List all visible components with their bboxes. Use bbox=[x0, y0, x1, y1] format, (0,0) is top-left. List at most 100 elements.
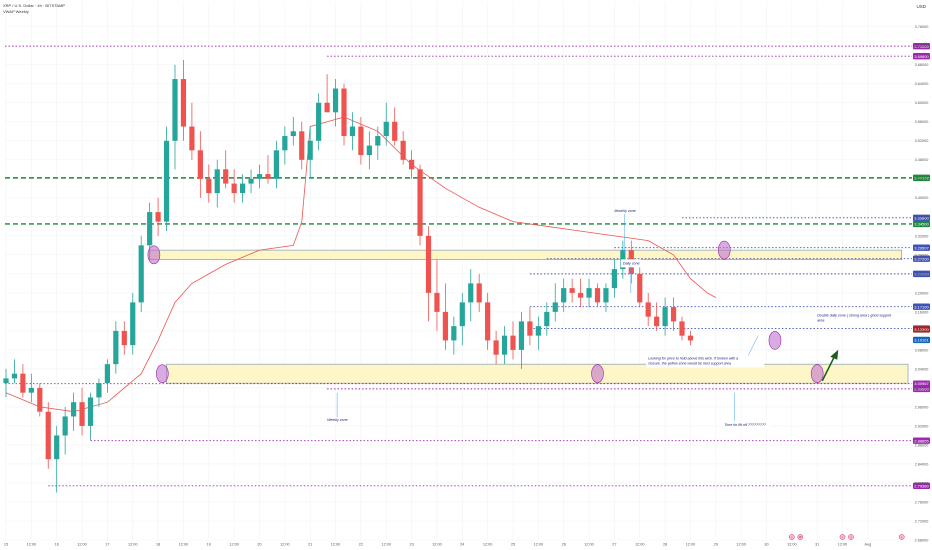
price-tick-label: 3.48000 bbox=[915, 158, 929, 162]
candle-body bbox=[578, 292, 584, 298]
candle-up bbox=[316, 93, 322, 151]
candle-down bbox=[358, 117, 364, 165]
time-tick-label: 12:00 bbox=[331, 543, 341, 547]
candle-down bbox=[409, 150, 415, 179]
level-price-label: 3.17100 bbox=[914, 304, 929, 309]
candle-body bbox=[341, 88, 347, 137]
level-price-label: 3.24000 bbox=[914, 271, 929, 276]
candle-up bbox=[332, 79, 339, 127]
candle-down bbox=[20, 364, 26, 398]
candle-body bbox=[476, 283, 482, 303]
candle-body bbox=[172, 79, 178, 141]
candle-down bbox=[265, 155, 271, 184]
candle-body bbox=[409, 159, 415, 170]
candle-up bbox=[451, 316, 457, 355]
candle-body bbox=[79, 402, 85, 426]
candle-down bbox=[392, 107, 398, 146]
annotation-text: area bbox=[817, 319, 824, 323]
time-tick-label: 12:00 bbox=[27, 543, 37, 547]
candle-body bbox=[358, 126, 364, 156]
lift-off-arrow bbox=[821, 349, 839, 382]
level-price-tag bbox=[913, 53, 930, 60]
candle-body bbox=[552, 302, 558, 312]
event-marker bbox=[848, 534, 854, 540]
time-tick-label: 30 bbox=[764, 543, 768, 547]
candle-body bbox=[3, 378, 9, 384]
arrow-head bbox=[830, 349, 839, 360]
candle-body bbox=[273, 150, 279, 179]
candle-body bbox=[493, 340, 499, 355]
time-tick-label: 12:00 bbox=[736, 543, 746, 547]
level-price-tag bbox=[913, 380, 930, 387]
candle-body bbox=[518, 321, 525, 350]
time-tick-label: 25 bbox=[511, 543, 515, 547]
level-price-label: 3.44168 bbox=[914, 175, 929, 180]
candle-body bbox=[240, 183, 246, 194]
price-tick-label: 3.76000 bbox=[915, 25, 929, 29]
candle-down bbox=[324, 74, 330, 113]
price-tick-label: 3.64000 bbox=[915, 82, 929, 86]
candle-body bbox=[147, 212, 153, 246]
candle-up bbox=[248, 169, 254, 194]
candle-up bbox=[282, 126, 288, 165]
candle-body bbox=[307, 140, 313, 160]
candle-down bbox=[121, 321, 127, 355]
event-marker-glyph: • bbox=[791, 535, 792, 539]
current-price-label: 3.10101 bbox=[914, 338, 929, 343]
candle-down bbox=[231, 169, 237, 203]
price-tick-label: 2.96000 bbox=[915, 405, 929, 409]
time-tick-label: 12:00 bbox=[483, 543, 493, 547]
candle-body bbox=[485, 302, 491, 341]
symbol-header: XRP / U.S. Dollar · 4h · BITSTAMP bbox=[3, 3, 66, 8]
highlight-circle bbox=[717, 240, 731, 260]
candle-up bbox=[307, 126, 313, 179]
candle-down bbox=[578, 278, 584, 308]
highlight-circle bbox=[147, 245, 161, 265]
candle-up bbox=[240, 174, 246, 203]
candle-up bbox=[366, 131, 372, 170]
candle-body bbox=[375, 136, 381, 146]
candle-down bbox=[654, 302, 660, 331]
candles-layer bbox=[3, 60, 694, 493]
candle-body bbox=[197, 150, 203, 179]
candle-up bbox=[87, 392, 94, 441]
highlight-circle bbox=[591, 364, 604, 383]
time-tick-label: 22 bbox=[359, 543, 363, 547]
price-tick-label: 3.32000 bbox=[915, 234, 929, 238]
candle-up bbox=[54, 425, 60, 493]
time-tick-label: 28 bbox=[663, 543, 667, 547]
candle-down bbox=[155, 197, 161, 236]
time-axis[interactable]: 15 12:00 16 12:00 17 12:00 18 12:00 19 12:00 20 12:… bbox=[4, 534, 905, 547]
price-tick-label: 3.04000 bbox=[915, 367, 929, 371]
candle-body bbox=[282, 136, 288, 151]
candle-down bbox=[594, 283, 601, 308]
time-tick-label: 12:00 bbox=[179, 543, 189, 547]
candle-down bbox=[189, 102, 195, 160]
candle-up bbox=[71, 392, 77, 431]
time-tick-label: 12:00 bbox=[280, 543, 290, 547]
time-tick-label: 12:00 bbox=[128, 543, 138, 547]
candle-body bbox=[299, 131, 305, 160]
current-price-tag bbox=[913, 336, 930, 344]
price-tick-label: 2.88000 bbox=[915, 443, 929, 447]
candle-up bbox=[662, 297, 668, 336]
candle-body bbox=[54, 435, 60, 460]
candle-body bbox=[28, 387, 34, 393]
candle-down bbox=[485, 292, 491, 350]
candle-body bbox=[442, 311, 448, 341]
price-tick-label: 3.60000 bbox=[915, 101, 929, 105]
candle-body bbox=[434, 292, 440, 312]
annotation-text: Monthly zone bbox=[614, 209, 635, 213]
price-tick-label: 2.72000 bbox=[915, 519, 929, 523]
price-axis[interactable]: 3.76000 3.72000 3.68000 3.64000 3.60000 3.560… bbox=[915, 25, 929, 542]
candle-body bbox=[527, 321, 533, 336]
price-tick-label: 2.92000 bbox=[915, 424, 929, 428]
event-marker bbox=[789, 534, 795, 540]
candle-up bbox=[535, 316, 541, 350]
time-tick-label: 20 bbox=[257, 543, 261, 547]
candle-body bbox=[561, 288, 567, 303]
price-tick-label: 3.20000 bbox=[915, 291, 929, 295]
level-price-tag bbox=[913, 214, 930, 221]
candle-body bbox=[121, 330, 127, 346]
